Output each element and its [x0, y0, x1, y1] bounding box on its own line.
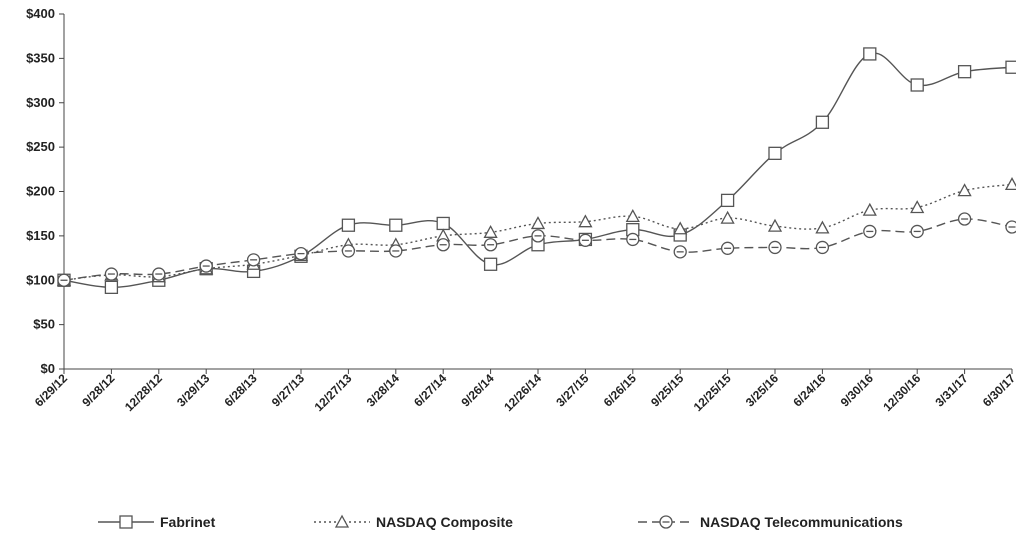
- data-point-fabrinet: [768, 146, 782, 160]
- x-tick-label: 12/27/13: [312, 371, 355, 414]
- data-point-nasdaq-telecommunications: [104, 267, 119, 281]
- y-tick-label: $150: [26, 228, 55, 243]
- data-point-nasdaq-composite: [957, 183, 972, 197]
- y-tick-label: $0: [41, 361, 55, 376]
- data-point-nasdaq-composite: [815, 220, 830, 234]
- legend-item-fabrinet: Fabrinet: [98, 514, 216, 530]
- data-point-nasdaq-telecommunications: [863, 224, 877, 239]
- series-markers: [56, 47, 1016, 295]
- data-point-nasdaq-telecommunications: [294, 246, 308, 261]
- x-tick-label: 9/26/14: [459, 371, 497, 409]
- data-point-nasdaq-telecommunications: [720, 241, 735, 255]
- data-point-nasdaq-composite: [720, 210, 735, 224]
- data-point-nasdaq-telecommunications: [57, 273, 71, 287]
- data-point-nasdaq-composite: [910, 200, 925, 214]
- data-point-fabrinet: [389, 218, 403, 232]
- y-axis: $0 $50 $100 $150 $200 $250 $300 $350 $400: [26, 6, 65, 376]
- data-point-nasdaq-telecommunications: [626, 232, 640, 247]
- legend: Fabrinet NASDAQ Composite NASDAQ Telecommu…: [98, 514, 903, 530]
- data-point-nasdaq-telecommunications: [531, 229, 545, 243]
- data-point-nasdaq-composite: [625, 208, 640, 223]
- data-point-fabrinet: [910, 78, 924, 92]
- data-point-nasdaq-telecommunications: [815, 240, 830, 255]
- y-tick-label: $350: [26, 50, 55, 65]
- y-tick-label: $250: [26, 139, 55, 154]
- data-point-fabrinet: [815, 115, 830, 129]
- y-tick-label: $50: [33, 317, 55, 332]
- data-point-fabrinet: [341, 218, 356, 232]
- y-tick-label: $300: [26, 95, 55, 110]
- data-point-nasdaq-telecommunications: [341, 244, 356, 258]
- x-tick-label: 12/25/15: [691, 371, 734, 414]
- legend-item-nasdaq-telecommunications: NASDAQ Telecommunications: [638, 514, 903, 530]
- series-line-fabrinet: [63, 52, 1013, 289]
- data-point-fabrinet: [957, 65, 972, 79]
- data-point-nasdaq-telecommunications: [673, 245, 687, 259]
- x-tick-label: 6/30/17: [980, 371, 1016, 409]
- data-point-nasdaq-telecommunications: [910, 224, 924, 239]
- data-point-nasdaq-telecommunications: [483, 238, 498, 252]
- x-axis: 6/29/12 9/28/12 12/28/12 3/29/13 6/28/13 9/27…: [32, 368, 1016, 414]
- data-point-nasdaq-composite: [862, 202, 877, 216]
- x-tick-label: 9/27/13: [269, 371, 307, 409]
- x-tick-label: 6/26/15: [601, 371, 639, 409]
- y-tick-label: $200: [26, 184, 55, 199]
- x-tick-label: 3/28/14: [364, 371, 402, 409]
- data-point-fabrinet: [104, 280, 119, 295]
- x-tick-label: 3/29/13: [174, 371, 212, 409]
- x-tick-label: 9/25/15: [648, 371, 686, 409]
- x-tick-label: 12/30/16: [880, 371, 923, 414]
- x-tick-label: 9/30/16: [838, 371, 876, 409]
- data-point-nasdaq-telecommunications: [199, 259, 213, 273]
- data-point-nasdaq-composite: [530, 216, 546, 230]
- x-tick-label: 3/25/16: [743, 371, 781, 409]
- data-point-nasdaq-composite: [578, 214, 593, 228]
- data-point-nasdaq-telecommunications: [389, 244, 403, 258]
- data-point-nasdaq-telecommunications: [578, 233, 593, 247]
- x-tick-label: 12/26/14: [501, 371, 544, 414]
- data-point-nasdaq-composite: [673, 221, 688, 235]
- data-point-nasdaq-telecommunications: [436, 238, 450, 252]
- x-tick-label: 6/24/16: [790, 371, 828, 409]
- x-tick-label: 6/27/14: [411, 371, 449, 409]
- legend-item-nasdaq-composite: NASDAQ Composite: [314, 514, 513, 530]
- legend-label: Fabrinet: [160, 514, 216, 530]
- x-tick-label: 3/27/15: [553, 371, 591, 409]
- legend-label: NASDAQ Telecommunications: [700, 514, 903, 530]
- data-point-nasdaq-composite: [767, 218, 783, 232]
- x-tick-label: 12/28/12: [122, 371, 165, 414]
- legend-label: NASDAQ Composite: [376, 514, 513, 530]
- data-point-nasdaq-telecommunications: [1005, 220, 1016, 234]
- y-tick-label: $100: [26, 272, 55, 287]
- data-point-nasdaq-telecommunications: [246, 253, 261, 267]
- data-point-fabrinet: [1005, 60, 1016, 74]
- data-point-fabrinet: [436, 216, 450, 231]
- y-tick-label: $400: [26, 6, 55, 21]
- x-tick-label: 6/29/12: [32, 371, 70, 409]
- x-tick-label: 3/31/17: [933, 371, 971, 409]
- series-lines: [63, 52, 1013, 289]
- legend-marker-nasdaq-telecommunications: [659, 515, 673, 529]
- x-tick-label: 9/28/12: [79, 371, 117, 409]
- data-point-nasdaq-composite: [483, 224, 498, 238]
- data-point-fabrinet: [720, 193, 735, 208]
- legend-marker-fabrinet: [119, 515, 133, 529]
- data-point-fabrinet: [483, 257, 498, 271]
- data-point-nasdaq-telecommunications: [957, 212, 972, 226]
- data-point-fabrinet: [863, 47, 877, 61]
- legend-marker-nasdaq-composite: [334, 514, 350, 528]
- data-point-nasdaq-telecommunications: [152, 267, 166, 281]
- x-tick-label: 6/28/13: [222, 371, 260, 409]
- data-point-nasdaq-composite: [1004, 177, 1016, 191]
- data-point-nasdaq-telecommunications: [768, 240, 782, 255]
